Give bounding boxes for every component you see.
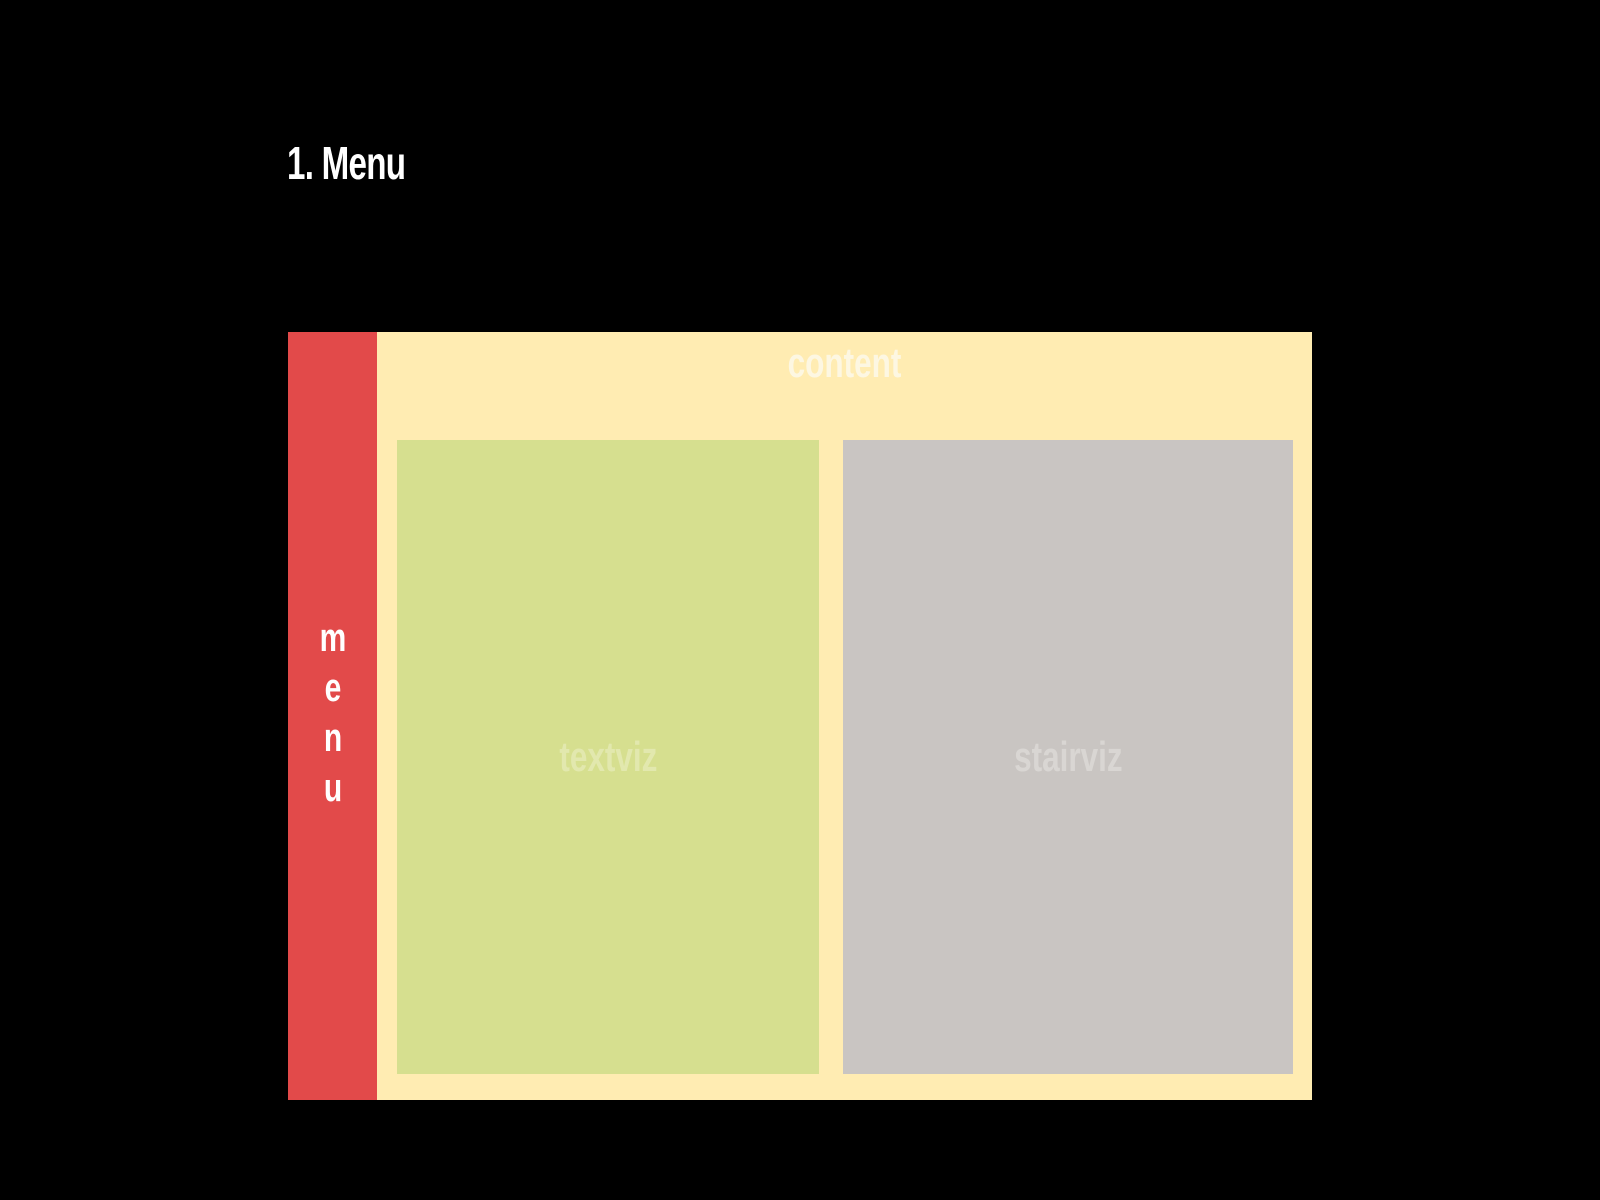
stairviz-panel: stairviz: [843, 440, 1293, 1074]
stairviz-panel-label: stairviz: [1013, 733, 1123, 780]
slide-title: 1. Menu: [287, 137, 406, 189]
menu-region: menu: [288, 332, 377, 1100]
menu-region-label: menu: [316, 616, 349, 816]
content-region-label: content: [787, 339, 902, 386]
layout-diagram: menu content textviz stairviz: [288, 332, 1312, 1100]
textviz-panel-label: textviz: [558, 733, 658, 780]
content-region: content textviz stairviz: [377, 332, 1312, 1100]
textviz-panel: textviz: [397, 440, 819, 1074]
